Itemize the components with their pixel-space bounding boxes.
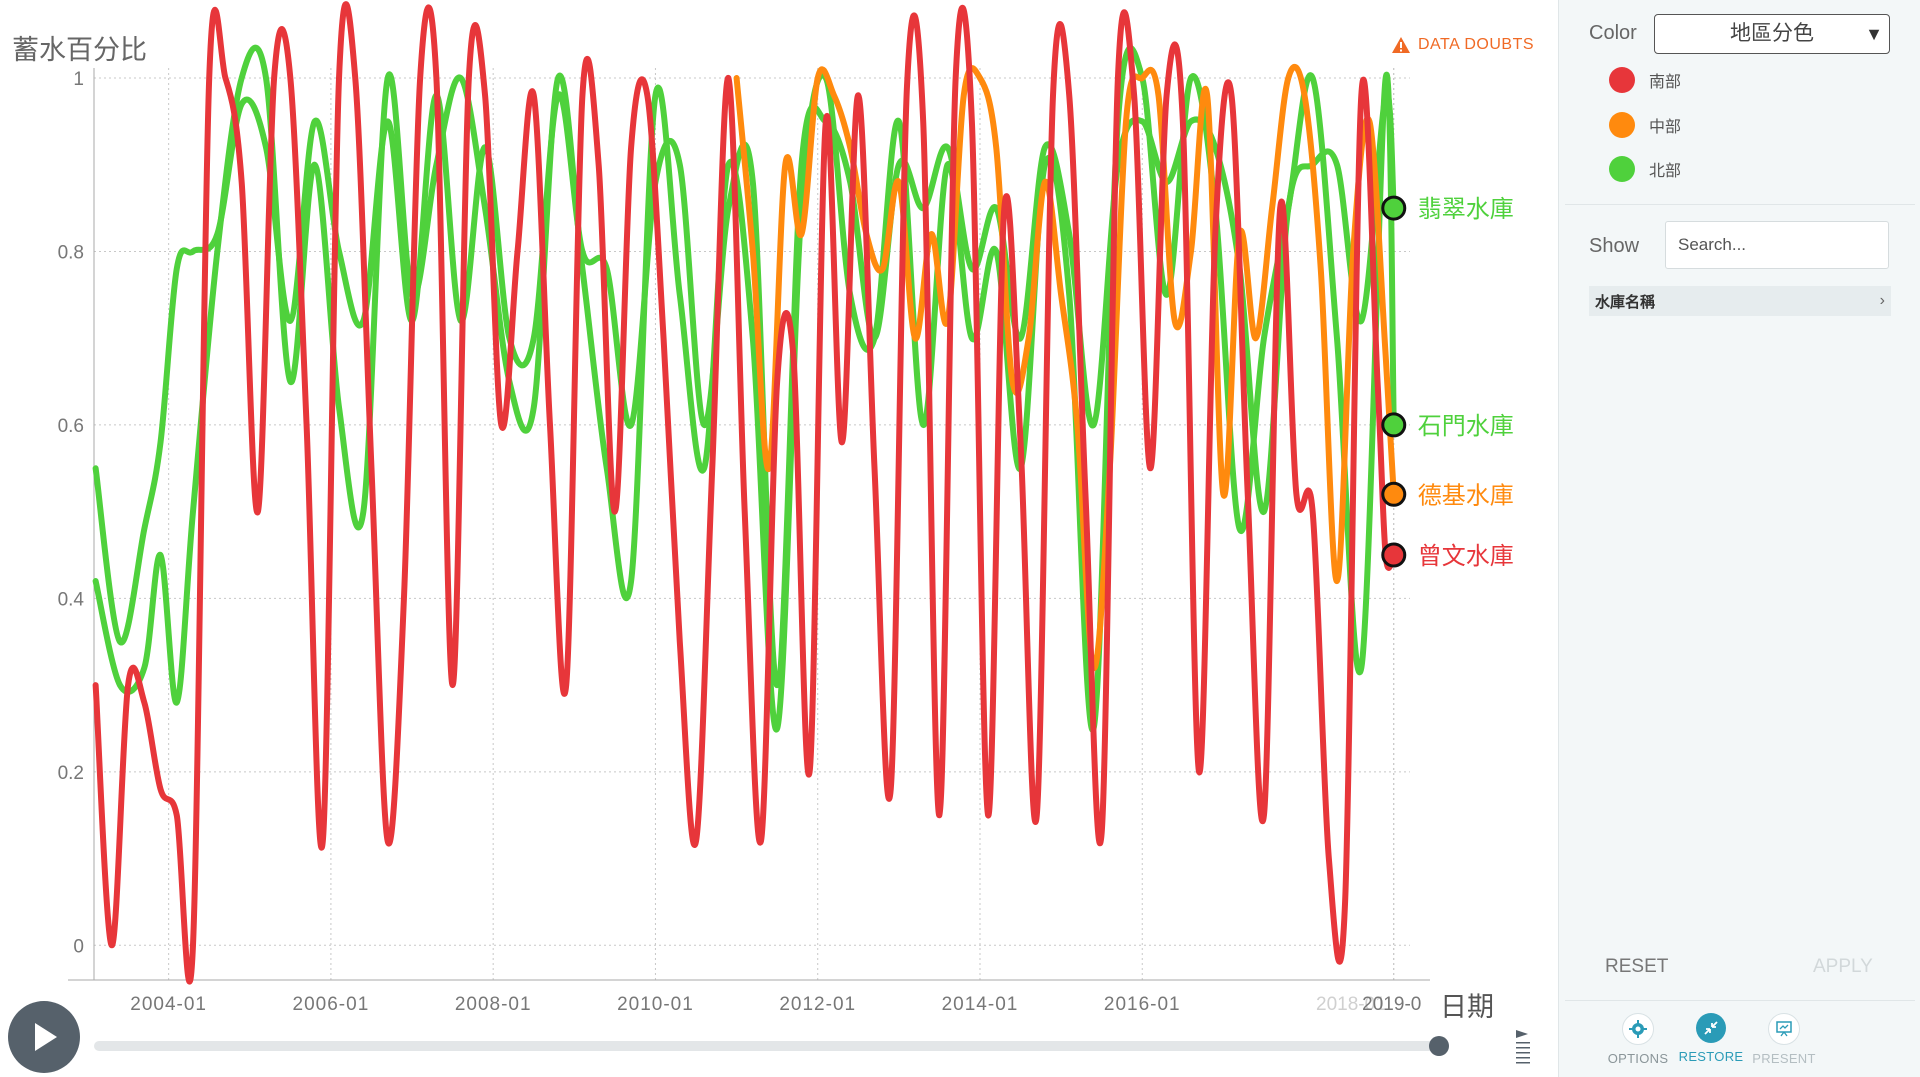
x-tick-label: 2008-01: [455, 994, 532, 1015]
field-row-reservoir-name[interactable]: 水庫名稱 ›: [1589, 286, 1891, 316]
dropdown-caret-icon: ▼: [1865, 24, 1883, 44]
present-icon: [1768, 1013, 1800, 1045]
options-label: OPTIONS: [1607, 1051, 1669, 1066]
series-label: 翡翠水庫: [1418, 196, 1514, 223]
timeline-slider-track[interactable]: [94, 1041, 1440, 1051]
series-label: 德基水庫: [1418, 482, 1514, 509]
divider: [1565, 1000, 1915, 1001]
legend-dot-central: [1609, 112, 1635, 138]
legend-item-north[interactable]: 北部: [1609, 155, 1681, 183]
timeline-slider-handle[interactable]: [1429, 1036, 1449, 1056]
side-panel: Color 地區分色 ▼ 南部 中部 北部 Show 水庫名稱 › RESET …: [1558, 0, 1920, 1077]
legend-item-south[interactable]: 南部: [1609, 66, 1681, 94]
gear-icon: [1622, 1013, 1654, 1045]
color-label: Color: [1589, 22, 1637, 44]
x-tick-label-faded: 2018-01: [1316, 994, 1386, 1015]
series-label: 曾文水庫: [1418, 543, 1514, 570]
play-icon: [35, 1023, 57, 1051]
data-doubts-label: DATA DOUBTS: [1418, 36, 1535, 53]
speed-icon[interactable]: [1514, 1028, 1534, 1066]
x-tick-label: 2012-01: [779, 994, 856, 1015]
x-tick-label: 2006-01: [293, 994, 370, 1015]
x-tick-label: 2010-01: [617, 994, 694, 1015]
chart-area: 0 0.2 0.4 0.6 0.8 1 2004-01 2006-01 2008-01 2010-…: [8, 1, 1534, 1073]
restore-button[interactable]: RESTORE: [1676, 1013, 1746, 1064]
series-label: 石門水庫: [1418, 413, 1514, 440]
chevron-right-icon: ›: [1879, 292, 1885, 309]
restore-label: RESTORE: [1678, 1049, 1744, 1064]
legend-dot-south: [1609, 67, 1635, 93]
x-axis-label: 日期: [1440, 992, 1494, 1022]
x-tick-label: 2014-01: [942, 994, 1019, 1015]
color-select[interactable]: 地區分色 ▼: [1654, 14, 1890, 54]
series-end-marker: [1381, 412, 1407, 438]
y-axis-label: 蓄水百分比: [12, 35, 147, 65]
y-tick-label: 0.8: [58, 242, 84, 263]
series-end-marker: [1381, 481, 1407, 507]
legend-label-central: 中部: [1649, 119, 1682, 136]
legend-label-north: 北部: [1649, 163, 1682, 180]
color-select-value: 地區分色: [1730, 22, 1814, 45]
show-label: Show: [1589, 235, 1640, 257]
legend-label-south: 南部: [1649, 74, 1682, 91]
present-label: PRESENT: [1752, 1051, 1816, 1066]
x-tick-label: 2004-01: [130, 994, 207, 1015]
options-button[interactable]: OPTIONS: [1603, 1013, 1673, 1066]
search-input[interactable]: [1665, 221, 1889, 269]
reset-button[interactable]: RESET: [1605, 956, 1669, 977]
y-tick-label: 0.4: [58, 589, 85, 610]
legend-item-central[interactable]: 中部: [1609, 111, 1681, 139]
y-tick-label: 0.6: [58, 416, 84, 437]
play-button[interactable]: [8, 1001, 80, 1073]
x-tick-label-current: 2019-0: [1362, 994, 1421, 1015]
series-end-marker: [1381, 195, 1407, 221]
data-doubts-link[interactable]: DATA DOUBTS: [1392, 36, 1534, 54]
series-end-marker: [1381, 542, 1407, 568]
restore-icon: [1696, 1013, 1726, 1043]
field-row-label: 水庫名稱: [1595, 293, 1656, 311]
line-chart: 0 0.2 0.4 0.6 0.8 1 2004-01 2006-01 2008-01 2010-…: [58, 1, 1514, 1015]
y-tick-label: 0: [73, 936, 84, 957]
warning-icon: [1392, 37, 1410, 53]
y-tick-label: 0.2: [58, 763, 84, 784]
series-line-3: [92, 1, 1397, 985]
legend-dot-north: [1609, 156, 1635, 182]
apply-button[interactable]: APPLY: [1813, 956, 1873, 977]
divider: [1565, 204, 1915, 205]
x-tick-label: 2016-01: [1104, 994, 1181, 1015]
present-button[interactable]: PRESENT: [1749, 1013, 1819, 1066]
y-tick-label: 1: [73, 69, 84, 90]
